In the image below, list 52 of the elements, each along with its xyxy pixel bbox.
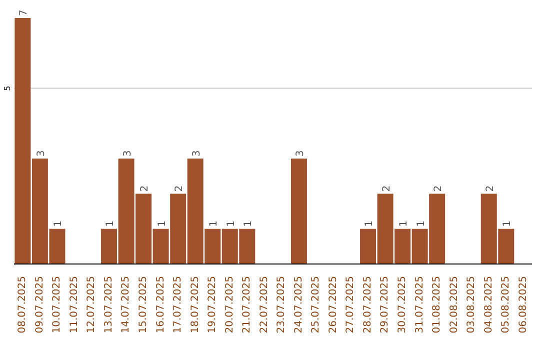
data-label: 1 xyxy=(502,220,514,227)
x-tick-label: 21.07.2025 xyxy=(242,276,253,334)
data-label: 2 xyxy=(174,185,186,192)
y-tick-label: 5 xyxy=(3,86,12,91)
data-label: 2 xyxy=(140,185,151,192)
x-tick-label: 04.08.2025 xyxy=(483,276,494,334)
data-label: 1 xyxy=(226,220,237,227)
x-tick-label: 19.07.2025 xyxy=(207,276,218,334)
x-tick-label: 28.07.2025 xyxy=(362,276,374,334)
x-tick-label: 29.07.2025 xyxy=(380,276,391,334)
data-label: 1 xyxy=(243,220,254,227)
data-label: 1 xyxy=(208,220,220,227)
data-label: 2 xyxy=(381,185,392,192)
x-tick-label: 26.07.2025 xyxy=(328,276,339,334)
x-tick-label: 31.07.2025 xyxy=(414,276,426,334)
data-label: 3 xyxy=(36,150,47,157)
x-tick-label: 08.07.2025 xyxy=(17,276,28,334)
bar xyxy=(290,158,307,264)
data-label: 1 xyxy=(416,220,427,227)
x-tick-label: 09.07.2025 xyxy=(34,276,46,334)
data-label: 1 xyxy=(364,220,376,227)
data-label: 3 xyxy=(122,150,134,157)
data-label: 2 xyxy=(484,185,496,192)
data-label: 1 xyxy=(398,220,410,227)
x-tick-label: 30.07.2025 xyxy=(397,276,408,334)
x-tick-label: 06.08.2025 xyxy=(518,276,529,334)
data-label: 1 xyxy=(156,220,168,227)
x-tick-label: 15.07.2025 xyxy=(138,276,149,334)
x-tick-label: 22.07.2025 xyxy=(258,276,270,334)
x-tick-label: 02.08.2025 xyxy=(448,276,460,334)
x-tick-label: 10.07.2025 xyxy=(52,276,63,334)
data-label: 7 xyxy=(18,10,30,16)
x-tick-label: 16.07.2025 xyxy=(155,276,166,334)
x-tick-label: 01.08.2025 xyxy=(432,276,443,334)
x-tick-label: 20.07.2025 xyxy=(224,276,236,334)
x-tick-label: 13.07.2025 xyxy=(103,276,114,334)
x-tick-label: 18.07.2025 xyxy=(190,276,201,334)
x-tick-label: 14.07.2025 xyxy=(120,276,132,334)
x-tick-label: 23.07.2025 xyxy=(276,276,288,334)
data-label: 1 xyxy=(53,220,64,227)
data-label: 1 xyxy=(105,220,116,227)
x-tick-label: 05.08.2025 xyxy=(500,276,512,334)
x-tick-label: 03.08.2025 xyxy=(466,276,478,334)
x-tick-label: 17.07.2025 xyxy=(172,276,184,334)
data-label: 3 xyxy=(294,150,306,157)
x-tick-label: 25.07.2025 xyxy=(310,276,322,334)
x-tick-label: 24.07.2025 xyxy=(293,276,304,334)
x-tick-label: 27.07.2025 xyxy=(345,276,356,334)
data-label: 3 xyxy=(191,150,202,157)
data-label: 2 xyxy=(433,185,444,192)
x-tick-label: 11.07.2025 xyxy=(68,276,80,334)
x-tick-label: 12.07.2025 xyxy=(86,276,98,334)
